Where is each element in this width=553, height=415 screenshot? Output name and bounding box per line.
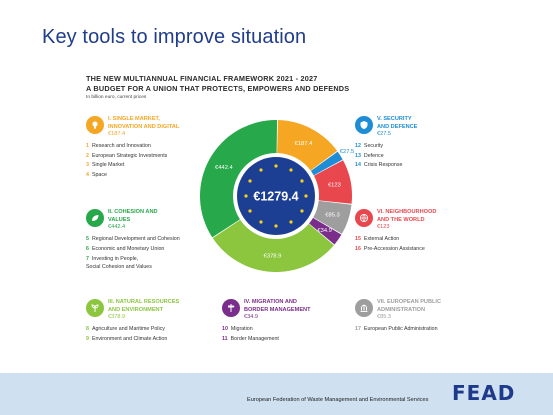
list-item: 4 Space	[86, 171, 107, 178]
donut-slice-label: €442.4	[215, 165, 234, 171]
donut-slice-label: €27.5	[340, 149, 354, 155]
donut-slice	[313, 160, 352, 204]
list-item: 1 Research and Innovation	[86, 143, 151, 150]
cohesion-title-1: II. COHESION AND	[108, 209, 158, 215]
mff-units: In billion euro, current prices	[86, 95, 147, 100]
neighbourhood-title-1: VI. NEIGHBOURHOOD	[377, 209, 437, 215]
eu-star-icon	[259, 168, 263, 172]
donut-slice-label: €85.3	[325, 213, 340, 219]
heading-neighbourhood: VI. NEIGHBOURHOOD AND THE WORLD €123 15 E…	[355, 209, 436, 254]
administration-title-2: ADMINISTRATION	[377, 306, 426, 313]
donut-total-label: €1279.4	[253, 190, 298, 204]
donut-slice	[313, 200, 352, 234]
cohesion-amount: €442.4	[108, 224, 126, 231]
administration-amount: €85.3	[377, 314, 391, 321]
natural-resources-title-1: III. NATURAL RESOURCES	[108, 299, 180, 305]
neighbourhood-title-2: AND THE WORLD	[377, 216, 425, 223]
eu-star-icon	[274, 224, 278, 228]
eu-star-icon	[289, 220, 293, 224]
heading-single-market: I. SINGLE MARKET, INNOVATION AND DIGITAL…	[86, 116, 179, 181]
list-item: 14 Crisis Response	[355, 162, 403, 169]
heading-security: V. SECURITY AND DEFENCE €27.5 12 Security…	[355, 116, 417, 171]
natural-resources-amount: €378.9	[108, 314, 126, 321]
building-icon	[355, 299, 373, 317]
globe-icon	[355, 209, 373, 227]
eu-star-icon	[259, 220, 263, 224]
donut-slice-label: €187.4	[295, 141, 314, 147]
security-title-1: V. SECURITY	[377, 116, 412, 122]
eu-center-disc	[237, 157, 315, 235]
neighbourhood-amount: €123	[377, 224, 390, 231]
list-item: 13 Defence	[355, 152, 384, 159]
budget-donut-chart: €1279.4 €187.4 €27.5 €123 €85.3 €34.9 €378.9 €…	[200, 120, 354, 272]
list-item: 7 Investing in People, Social Cohesion and…	[86, 256, 152, 270]
eu-star-icon	[244, 194, 248, 198]
list-item: 11 Border Management	[222, 335, 279, 342]
eu-star-icon	[248, 179, 252, 183]
list-item: 17 European Public Administration	[355, 326, 438, 333]
leaf-icon	[86, 209, 104, 227]
fead-logo: FEAD	[452, 381, 515, 405]
slide-title: Key tools to improve situation	[42, 26, 307, 48]
signpost-icon	[222, 299, 240, 317]
eu-star-icon	[274, 164, 278, 168]
single-market-title-2: INNOVATION AND DIGITAL	[108, 123, 180, 130]
donut-slice-label: €378.9	[264, 253, 282, 259]
security-amount: €27.5	[377, 131, 391, 138]
footer-text: European Federation of Waste Management …	[247, 397, 429, 403]
list-item: 12 Security	[355, 143, 384, 150]
donut-slice	[310, 151, 343, 176]
list-item: 9 Environment and Climate Action	[86, 335, 168, 342]
lightbulb-icon	[86, 116, 104, 134]
single-market-title-1: I. SINGLE MARKET,	[108, 116, 160, 122]
eu-star-icon	[300, 179, 304, 183]
footer-bar	[0, 373, 553, 415]
list-item: 10 Migration	[222, 326, 253, 333]
list-item: 15 External Action	[355, 236, 400, 243]
list-item: 6 Economic and Monetary Union	[86, 245, 165, 252]
list-item: 5 Regional Development and Cohesion	[86, 236, 180, 243]
shield-icon	[355, 116, 373, 134]
list-item: 8 Agriculture and Maritime Policy	[86, 326, 165, 333]
heading-migration: IV. MIGRATION AND BORDER MANAGEMENT €34.…	[222, 299, 311, 344]
donut-slice	[200, 120, 278, 238]
natural-resources-title-2: AND ENVIRONMENT	[108, 306, 164, 313]
mff-heading-line1: THE NEW MULTIANNUAL FINANCIAL FRAMEWORK …	[86, 74, 318, 83]
administration-title-1: VII. EUROPEAN PUBLIC	[377, 299, 442, 305]
migration-title-2: BORDER MANAGEMENT	[244, 306, 311, 313]
mff-heading: THE NEW MULTIANNUAL FINANCIAL FRAMEWORK …	[86, 74, 349, 94]
donut-slice-label: €34.9	[317, 228, 332, 234]
eu-star-icon	[248, 209, 252, 213]
list-item: 3 Single Market	[86, 162, 125, 169]
eu-star-icon	[289, 168, 293, 172]
heading-cohesion: II. COHESION AND VALUES €442.4 5 Regional…	[86, 209, 180, 272]
mff-heading-line2: A BUDGET FOR A UNION THAT PROTECTS, EMPO…	[86, 84, 350, 93]
donut-slice	[309, 217, 342, 245]
list-item: 16 Pre-Accession Assistance	[355, 245, 425, 252]
eu-star-icon	[304, 194, 308, 198]
list-item: 2 European Strategic Investments	[86, 152, 168, 159]
migration-title-1: IV. MIGRATION AND	[244, 299, 297, 305]
cohesion-title-2: VALUES	[108, 216, 131, 223]
single-market-amount: €187.4	[108, 131, 126, 138]
heading-natural-resources: III. NATURAL RESOURCES AND ENVIRONMENT €…	[86, 299, 179, 344]
donut-slice	[277, 120, 338, 171]
eu-star-icon	[300, 209, 304, 213]
fead-logo-text: FEAD	[452, 381, 516, 405]
security-title-2: AND DEFENCE	[377, 123, 418, 130]
donut-slice	[212, 219, 334, 272]
heading-administration: VII. EUROPEAN PUBLIC ADMINISTRATION €85.…	[355, 299, 441, 335]
donut-slice-label: €123	[328, 183, 341, 189]
migration-amount: €34.9	[244, 314, 258, 321]
eu-stars-icon	[244, 164, 308, 228]
sprout-icon	[86, 299, 104, 317]
